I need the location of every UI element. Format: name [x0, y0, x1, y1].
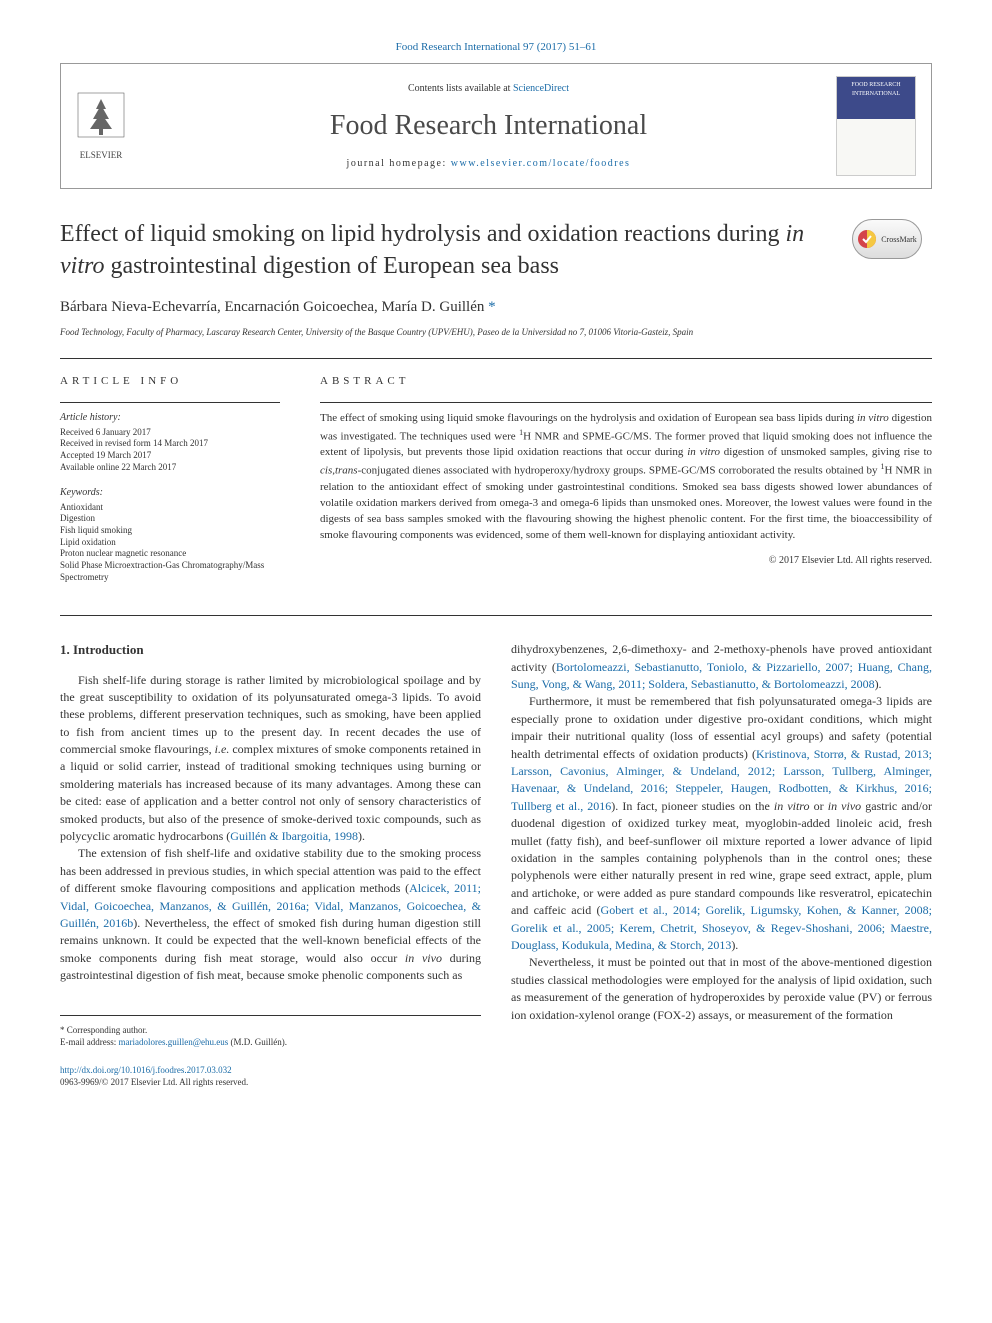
keyword: Fish liquid smoking	[60, 525, 280, 537]
corresponding-author-footer: * Corresponding author. E-mail address: …	[60, 1015, 481, 1049]
history-item: Received 6 January 2017	[60, 427, 280, 439]
journal-name: Food Research International	[141, 106, 836, 145]
contents-line: Contents lists available at ScienceDirec…	[141, 82, 836, 96]
corr-label: * Corresponding author.	[60, 1024, 481, 1037]
keyword: Lipid oxidation	[60, 537, 280, 549]
divider	[60, 358, 932, 359]
elsevier-tree-icon	[76, 91, 126, 146]
abstract-label: ABSTRACT	[320, 374, 932, 389]
email-label: E-mail address:	[60, 1037, 118, 1047]
history-heading: Article history:	[60, 411, 280, 425]
sciencedirect-link[interactable]: ScienceDirect	[513, 83, 569, 94]
keyword: Digestion	[60, 513, 280, 525]
divider	[60, 615, 932, 616]
keyword: Antioxidant	[60, 502, 280, 514]
keyword: Proton nuclear magnetic resonance	[60, 548, 280, 560]
citation-link[interactable]: Bortolomeazzi, Sebastianutto, Toniolo, &…	[511, 660, 932, 691]
publisher-name: ELSEVIER	[61, 149, 141, 162]
corresponding-marker[interactable]: *	[488, 299, 496, 315]
history-item: Available online 22 March 2017	[60, 462, 280, 474]
email-link[interactable]: mariadolores.guillen@ehu.eus	[118, 1037, 228, 1047]
citation-link[interactable]: Guillén & Ibargoitia, 1998	[230, 829, 358, 843]
crossmark-icon	[857, 229, 877, 249]
journal-header: ELSEVIER Contents lists available at Sci…	[60, 63, 932, 189]
body-paragraph: dihydroxybenzenes, 2,6-dimethoxy- and 2-…	[511, 641, 932, 693]
body-paragraph: Furthermore, it must be remembered that …	[511, 693, 932, 954]
cover-title: FOOD RESEARCH INTERNATIONAL	[837, 77, 915, 119]
article-title: Effect of liquid smoking on lipid hydrol…	[60, 219, 822, 281]
journal-citation: Food Research International 97 (2017) 51…	[60, 40, 932, 55]
body-paragraph: Nevertheless, it must be pointed out tha…	[511, 954, 932, 1024]
body-paragraph: Fish shelf-life during storage is rather…	[60, 672, 481, 846]
journal-homepage: journal homepage: www.elsevier.com/locat…	[141, 157, 836, 171]
doi-link[interactable]: http://dx.doi.org/10.1016/j.foodres.2017…	[60, 1065, 232, 1075]
affiliation: Food Technology, Faculty of Pharmacy, La…	[60, 326, 932, 339]
article-info-label: ARTICLE INFO	[60, 374, 280, 389]
journal-cover-thumbnail: FOOD RESEARCH INTERNATIONAL	[836, 76, 916, 176]
elsevier-logo: ELSEVIER	[61, 91, 141, 162]
keyword: Solid Phase Microextraction-Gas Chromato…	[60, 560, 280, 583]
abstract-copyright: © 2017 Elsevier Ltd. All rights reserved…	[320, 554, 932, 568]
issn-line: 0963-9969/© 2017 Elsevier Ltd. All right…	[60, 1076, 481, 1089]
homepage-link[interactable]: www.elsevier.com/locate/foodres	[451, 158, 631, 169]
history-item: Received in revised form 14 March 2017	[60, 438, 280, 450]
keywords-heading: Keywords:	[60, 486, 280, 500]
body-paragraph: The extension of fish shelf-life and oxi…	[60, 845, 481, 984]
history-item: Accepted 19 March 2017	[60, 450, 280, 462]
abstract-text: The effect of smoking using liquid smoke…	[320, 411, 932, 544]
doi-block: http://dx.doi.org/10.1016/j.foodres.2017…	[60, 1064, 481, 1089]
crossmark-badge[interactable]: CrossMark	[842, 219, 932, 259]
intro-heading: 1. Introduction	[60, 641, 481, 659]
authors: Bárbara Nieva-Echevarría, Encarnación Go…	[60, 297, 932, 318]
